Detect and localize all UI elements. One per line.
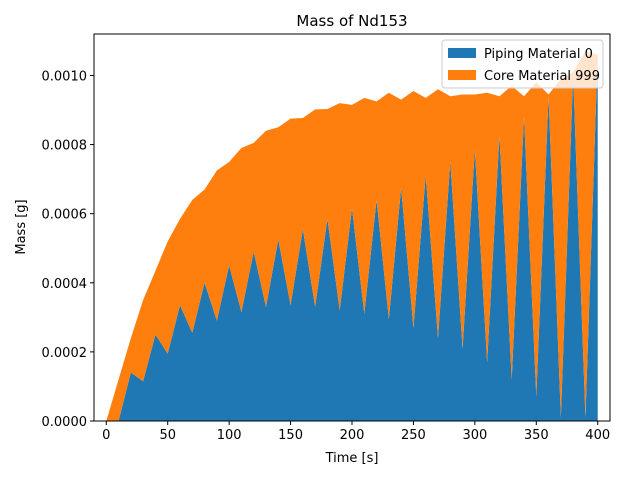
x-tick-label: 0: [102, 428, 110, 443]
x-tick-label: 400: [585, 428, 610, 443]
y-tick-label: 0.0004: [42, 277, 88, 292]
legend-label-piping-material-0: Piping Material 0: [484, 47, 593, 62]
chart-title: Mass of Nd153: [296, 12, 407, 30]
y-axis-title: Mass [g]: [14, 199, 29, 254]
x-axis-title: Time [s]: [325, 451, 379, 466]
legend-label-core-material-999: Core Material 999: [484, 69, 600, 84]
x-tick-label: 300: [462, 428, 487, 443]
x-tick-label: 250: [401, 428, 426, 443]
y-tick-label: 0.0000: [42, 415, 88, 430]
legend-box: [441, 39, 604, 89]
y-tick-label: 0.0008: [42, 139, 88, 154]
y-tick-label: 0.0006: [42, 208, 88, 223]
x-tick-label: 150: [278, 428, 303, 443]
y-tick-label: 0.0010: [42, 69, 88, 84]
x-tick-label: 100: [217, 428, 242, 443]
x-tick-label: 50: [159, 428, 176, 443]
legend-swatch-piping-material-0: [448, 48, 476, 58]
stacked-areas: [106, 51, 598, 421]
x-axis: 0 50 100 150 200 250 300 350 400: [102, 421, 610, 443]
area-core-material-999: [106, 51, 598, 421]
y-axis: 0.0000 0.0002 0.0004 0.0006 0.0008 0.0010: [42, 69, 94, 430]
y-tick-label: 0.0002: [42, 346, 88, 361]
x-tick-label: 350: [524, 428, 549, 443]
x-tick-label: 200: [340, 428, 365, 443]
legend: Piping Material 0 Core Material 999: [441, 39, 604, 89]
area-piping-material-0: [106, 54, 598, 421]
legend-swatch-core-material-999: [448, 70, 476, 80]
